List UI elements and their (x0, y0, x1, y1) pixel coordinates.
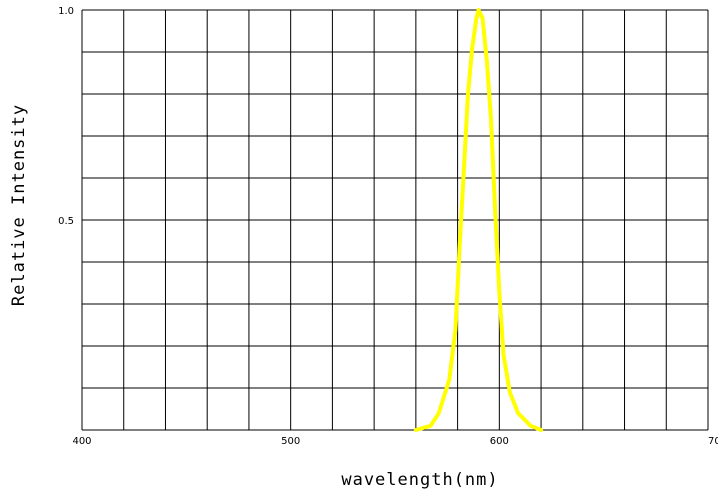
tick-labels: 400 500 600 700 0.5 1.0 (58, 6, 718, 447)
spectrum-line (413, 8, 544, 432)
chart-grid (81, 9, 709, 431)
x-tick-label: 500 (281, 436, 300, 447)
x-axis-label: wavelength(nm) (341, 470, 498, 490)
y-tick-label: 0.5 (58, 216, 74, 227)
x-tick-label: 700 (708, 436, 718, 447)
data-series (413, 8, 544, 432)
y-tick-label: 1.0 (58, 6, 74, 17)
y-axis-label: Relative Intensity (9, 104, 29, 306)
x-tick-label: 400 (72, 436, 91, 447)
x-tick-label: 600 (490, 436, 509, 447)
